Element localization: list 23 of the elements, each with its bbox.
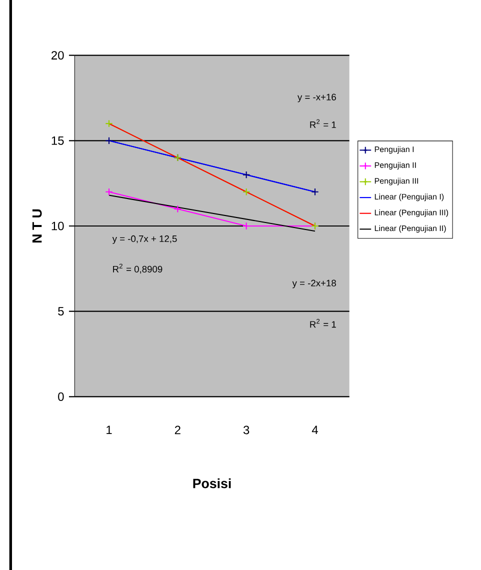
legend-label: Pengujian III bbox=[374, 178, 418, 186]
x-tick-label: 2 bbox=[174, 426, 180, 434]
annotation: R$^{2}$ = 1 bbox=[310, 318, 336, 328]
legend-label: Pengujian II bbox=[374, 162, 416, 170]
x-tick-label: 4 bbox=[312, 426, 318, 434]
y-tick-label: 15 bbox=[52, 136, 64, 145]
y-tick-label: 10 bbox=[52, 222, 64, 230]
legend-label: Linear (Pengujian I) bbox=[374, 194, 444, 202]
y-tick-label: 0 bbox=[58, 392, 64, 401]
x-axis-title: Posisi bbox=[193, 478, 231, 488]
annotation: R$^{2}$ = 0,8909 bbox=[113, 264, 162, 274]
y-tick-label: 20 bbox=[52, 51, 64, 60]
annotation: y = -x+16 bbox=[298, 94, 336, 102]
legend-label: Linear (Pengujian II) bbox=[374, 225, 446, 233]
annotation: R$^{2}$ = 1 bbox=[310, 119, 336, 128]
y-tick-label: 5 bbox=[58, 307, 64, 316]
y-axis-title: N T U bbox=[32, 209, 42, 242]
legend-label: Linear (Pengujian III) bbox=[374, 209, 448, 217]
legend-label: Pengujian I bbox=[374, 146, 414, 154]
annotation: y = -0,7x + 12,5 bbox=[112, 235, 177, 244]
x-tick-label: 1 bbox=[106, 426, 112, 434]
x-tick-label: 3 bbox=[243, 426, 250, 434]
annotation: y = -2x+18 bbox=[292, 280, 336, 288]
